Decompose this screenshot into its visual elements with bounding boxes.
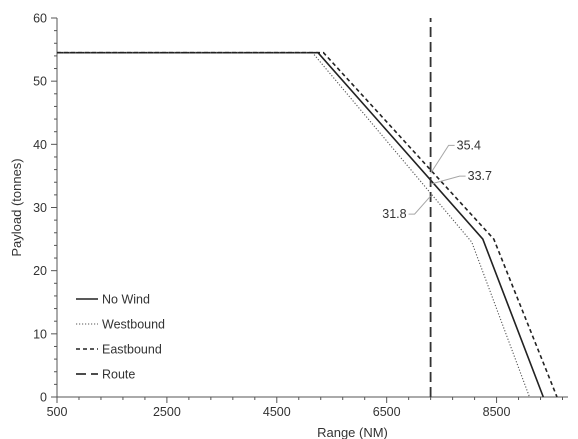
y-tick-label: 0 <box>40 391 47 405</box>
y-tick-label: 60 <box>33 12 47 26</box>
y-axis-title: Payload (tonnes) <box>9 158 24 256</box>
y-tick-label: 40 <box>33 138 47 152</box>
x-tick-label: 500 <box>47 405 68 419</box>
legend-label: Route <box>102 368 135 382</box>
annotation-leader-line <box>430 175 466 185</box>
legend-label: No Wind <box>102 293 150 307</box>
x-axis-title: Range (NM) <box>317 425 388 439</box>
x-tick-label: 6500 <box>373 405 401 419</box>
series-line-eastbound <box>57 51 558 398</box>
annotation-label: 31.8 <box>382 207 406 221</box>
series-line-westbound <box>57 52 531 398</box>
annotation-leader-line <box>408 195 431 215</box>
x-tick-label: 2500 <box>153 405 181 419</box>
annotation-label: 35.4 <box>457 138 481 152</box>
annotation-leader-line <box>430 144 455 174</box>
annotation-label: 33.7 <box>468 169 492 183</box>
x-tick-label: 4500 <box>263 405 291 419</box>
y-tick-label: 50 <box>33 75 47 89</box>
x-tick-label: 8500 <box>483 405 511 419</box>
series-line-no-wind <box>57 51 545 398</box>
y-tick-label: 10 <box>33 327 47 341</box>
legend-label: Westbound <box>102 318 165 332</box>
legend-label: Eastbound <box>102 343 162 357</box>
y-tick-label: 30 <box>33 201 47 215</box>
y-tick-label: 20 <box>33 264 47 278</box>
